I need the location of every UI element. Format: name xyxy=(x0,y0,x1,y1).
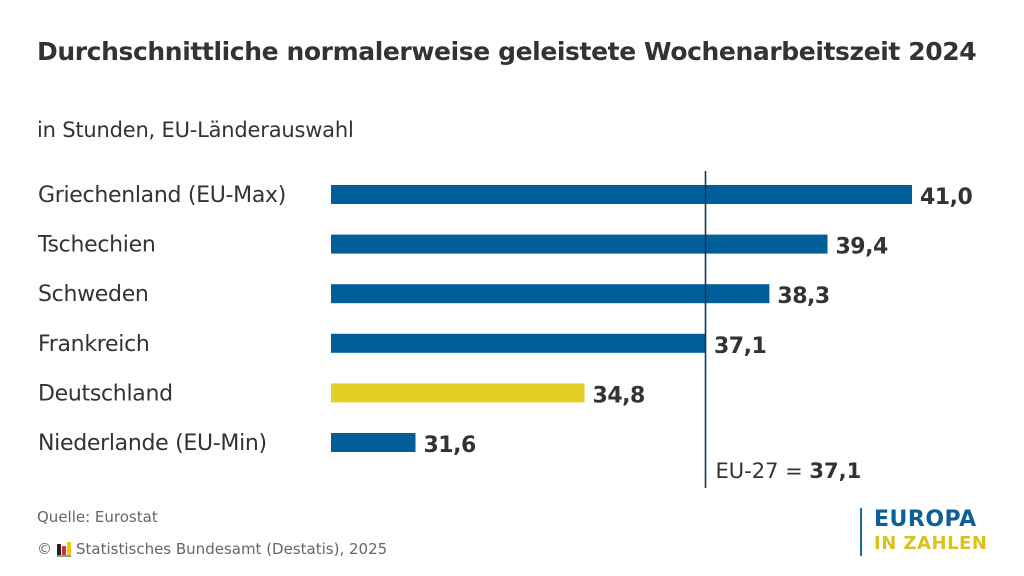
reference-label-text: EU-27 = xyxy=(716,459,810,483)
reference-value: 37,1 xyxy=(809,459,861,483)
copyright-symbol: © xyxy=(37,540,52,558)
destatis-logo-icon xyxy=(57,541,71,557)
chart-subtitle: in Stunden, EU-Länderauswahl xyxy=(37,118,354,142)
value-label: 38,3 xyxy=(777,284,829,309)
category-label: Niederlande (EU-Min) xyxy=(38,431,267,456)
value-label: 34,8 xyxy=(593,383,645,408)
value-label: 39,4 xyxy=(835,235,887,260)
category-label: Deutschland xyxy=(38,381,173,406)
brand-line-2: IN ZAHLEN xyxy=(874,533,988,554)
bar xyxy=(331,185,912,204)
brand-line-1: EUROPA xyxy=(874,507,977,532)
bar xyxy=(331,383,585,403)
value-label: 41,0 xyxy=(920,185,972,210)
category-label: Tschechien xyxy=(37,233,155,258)
source-note: Quelle: Eurostat xyxy=(37,508,158,526)
reference-label: EU-27 = 37,1 xyxy=(716,459,862,483)
bar xyxy=(331,333,707,353)
value-label: 37,1 xyxy=(714,334,766,359)
category-label: Frankreich xyxy=(38,332,150,357)
category-label: Schweden xyxy=(38,282,149,307)
value-label: 31,6 xyxy=(424,433,476,458)
bar xyxy=(331,234,828,254)
bar xyxy=(331,433,416,452)
category-label: Griechenland (EU-Max) xyxy=(38,183,286,208)
europa-in-zahlen-logo: EUROPA IN ZAHLEN xyxy=(860,508,987,556)
copyright-text: Statistisches Bundesamt (Destatis), 2025 xyxy=(76,540,388,558)
chart-title: Durchschnittliche normalerweise geleiste… xyxy=(37,37,977,66)
bar xyxy=(331,284,770,304)
copyright-note: © Statistisches Bundesamt (Destatis), 20… xyxy=(37,540,387,558)
